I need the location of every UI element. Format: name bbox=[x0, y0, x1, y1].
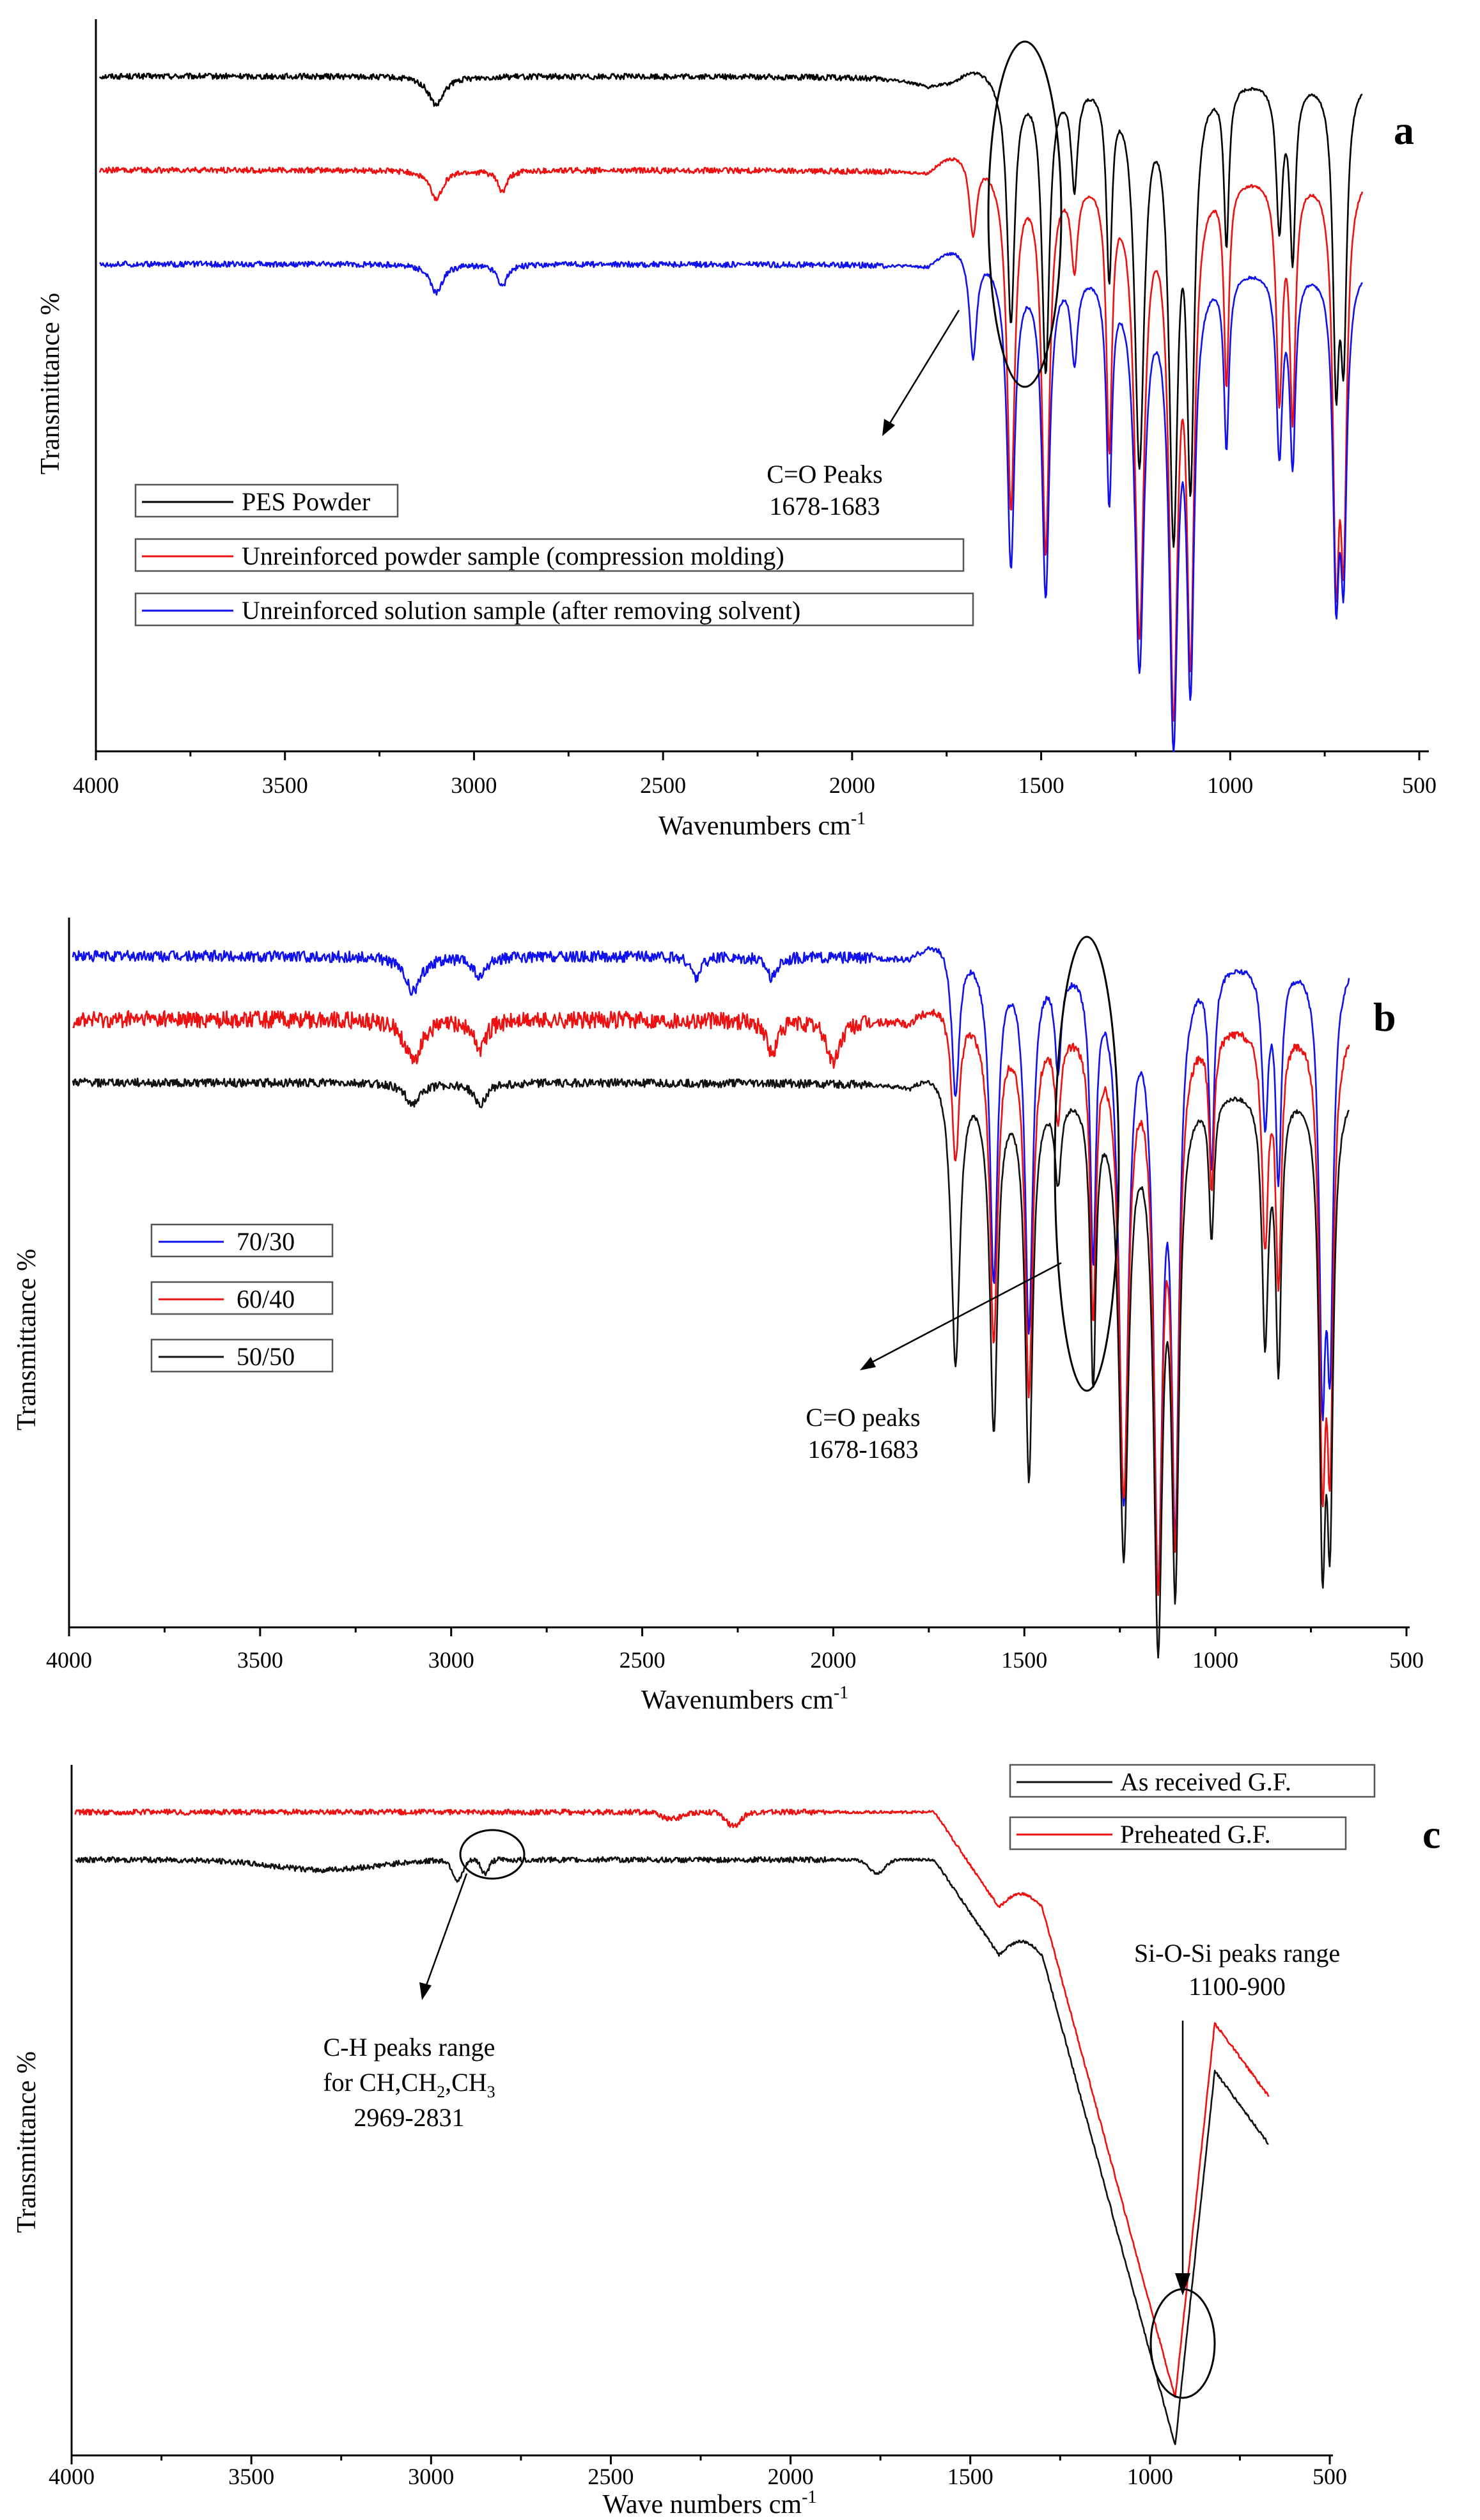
panel-c-legend-item-2-label: Preheated G.F. bbox=[1120, 1820, 1271, 1849]
panel-b-x-tick-label: 3000 bbox=[428, 1647, 474, 1673]
panel-b-legend-item-3-label: 50/50 bbox=[237, 1342, 295, 1371]
panel-a-legend-item-3-box bbox=[134, 592, 974, 627]
panel-c-x-tick-label: 500 bbox=[1313, 2464, 1347, 2489]
panel-b-co-arrow bbox=[866, 1262, 1062, 1366]
panel-c-si-range: 1100-900 bbox=[1188, 1972, 1286, 2001]
panel-a-x-tick-label: 3000 bbox=[451, 772, 497, 798]
panel-b-x-title: Wavenumbers cm-1 bbox=[641, 1683, 848, 1715]
panel-a-x-tick-label: 500 bbox=[1402, 772, 1437, 798]
panel-b-x-tick-label: 1000 bbox=[1192, 1647, 1238, 1673]
panel-a-legend-item-2-label: Unreinforced powder sample (compression … bbox=[242, 542, 784, 570]
panel-b-y-title: Transmittance % bbox=[12, 1249, 42, 1430]
panel-a-co-arrow bbox=[887, 309, 960, 426]
panel-b-series-line-2 bbox=[72, 1008, 1350, 1597]
panel-c-series-line-1 bbox=[75, 1856, 1269, 2445]
panel-b-x-tick-label: 2500 bbox=[619, 1647, 666, 1673]
panel-a-x-tick-label: 1000 bbox=[1207, 772, 1253, 798]
panel-b-series bbox=[72, 946, 1350, 1659]
panel-a-series bbox=[98, 71, 1364, 753]
panel-a-x-tick-label: 4000 bbox=[73, 772, 119, 798]
panel-c-y-title: Transmittance % bbox=[12, 2051, 42, 2233]
panel-a-x-tick-label: 3500 bbox=[262, 772, 308, 798]
panel-c-series bbox=[74, 1808, 1270, 2445]
panel-c-legend-item-2-box bbox=[1009, 1816, 1347, 1851]
panel-a-x-tick-label: 1500 bbox=[1018, 772, 1064, 798]
panel-b-series-line-3 bbox=[72, 1077, 1350, 1659]
panel-a-legend-item-1-label: PES Powder bbox=[242, 487, 370, 516]
panel-a-x-title: Wavenumbers cm-1 bbox=[658, 809, 866, 841]
panel-c-x-tick-label: 2000 bbox=[768, 2464, 814, 2489]
panel-b-x-tick-label: 4000 bbox=[46, 1647, 92, 1673]
panel-b-co-ellipse bbox=[1054, 935, 1120, 1392]
panel-a-legend: PES Powder Unreinforced powder sample (c… bbox=[134, 483, 974, 627]
panel-b-legend-item-3-box bbox=[150, 1338, 334, 1373]
panel-c-legend-item-1-box bbox=[1009, 1764, 1376, 1798]
panel-c-x-tick-label: 3000 bbox=[408, 2464, 454, 2489]
panel-a-legend-item-1-box bbox=[134, 483, 399, 518]
panel-c-x-tick-label: 2500 bbox=[588, 2464, 634, 2489]
panel-b-legend-item-2-box bbox=[150, 1281, 334, 1315]
panel-b-x-tick-label: 500 bbox=[1389, 1647, 1424, 1673]
panel-b-x-tick-label: 3500 bbox=[237, 1647, 283, 1673]
panel-c-x-tick-label: 4000 bbox=[49, 2464, 95, 2489]
panel-b-co-arrowhead bbox=[860, 1357, 876, 1370]
panel-c-x-tick-label: 1000 bbox=[1127, 2464, 1173, 2489]
panel-c-x-tick-label: 1500 bbox=[947, 2464, 993, 2489]
panel-c-ch-arrow bbox=[424, 1873, 468, 1989]
panel-a: 4000 3500 3000 2500 2000 1500 1000 500 Transmit… bbox=[36, 19, 1437, 841]
panel-c-ch-ellipse bbox=[459, 1829, 526, 1880]
panel-b-x-tick-label: 1500 bbox=[1001, 1647, 1047, 1673]
panel-c-series-line-2 bbox=[74, 1808, 1270, 2398]
panel-b-x-ticks: 4000 3500 3000 2500 2000 1500 1000 500 bbox=[46, 1627, 1424, 1673]
panel-b-legend-item-1-label: 70/30 bbox=[237, 1227, 295, 1256]
panel-b-legend: 70/30 60/40 50/50 bbox=[150, 1223, 334, 1373]
panel-a-co-label: C=O Peaks bbox=[767, 460, 882, 489]
panel-c-x-ticks: 4000 3500 3000 2500 2000 1500 1000 500 bbox=[49, 2455, 1347, 2489]
panel-a-x-tick-label: 2500 bbox=[640, 772, 686, 798]
panel-a-series-line-1 bbox=[98, 71, 1363, 548]
panel-b-legend-item-1-box bbox=[150, 1223, 334, 1258]
panel-c-x-title: Wave numbers cm-1 bbox=[603, 2487, 817, 2519]
panel-b-co-label: C=O peaks bbox=[806, 1403, 920, 1432]
panel-b-x-tick-label: 2000 bbox=[810, 1647, 856, 1673]
panel-c-si-ellipse bbox=[1149, 2288, 1216, 2399]
panel-b-label: b bbox=[1373, 994, 1396, 1040]
panel-b: 4000 3500 3000 2500 2000 1500 1000 500 Transmit… bbox=[12, 918, 1424, 1715]
panel-a-x-tick-label: 2000 bbox=[829, 772, 875, 798]
panel-c: 4000 3500 3000 2500 2000 1500 1000 500 Transmit… bbox=[12, 1764, 1440, 2519]
panel-a-co-range: 1678-1683 bbox=[769, 492, 880, 520]
panel-c-ch-arrowhead bbox=[419, 1982, 432, 2000]
panel-a-co-arrowhead bbox=[882, 419, 895, 436]
panel-b-series-line-1 bbox=[72, 946, 1350, 1593]
panel-c-si-label: Si-O-Si peaks range bbox=[1134, 1939, 1340, 1968]
panel-c-legend: As received G.F. Preheated G.F. bbox=[1009, 1764, 1376, 1851]
panel-a-legend-item-3-label: Unreinforced solution sample (after remo… bbox=[242, 596, 800, 625]
panel-a-series-line-3 bbox=[99, 252, 1364, 753]
panel-a-y-title: Transmittance % bbox=[36, 293, 65, 474]
panel-b-legend-item-2-label: 60/40 bbox=[237, 1285, 295, 1313]
panel-c-legend-item-1-label: As received G.F. bbox=[1120, 1767, 1291, 1796]
panel-a-series-line-2 bbox=[98, 157, 1364, 722]
panel-a-co-ellipse bbox=[987, 40, 1063, 388]
panel-b-co-range: 1678-1683 bbox=[807, 1435, 918, 1464]
panel-c-ch-label: C-H peaks range bbox=[323, 2033, 495, 2062]
panel-c-label: c bbox=[1422, 1812, 1440, 1857]
panel-c-ch-range: 2969-2831 bbox=[354, 2103, 464, 2132]
panel-a-label: a bbox=[1394, 107, 1414, 153]
panel-c-si-arrowhead bbox=[1175, 2273, 1190, 2296]
panel-c-x-tick-label: 3500 bbox=[228, 2464, 274, 2489]
panel-a-x-ticks: 4000 3500 3000 2500 2000 1500 1000 500 bbox=[73, 751, 1437, 798]
panel-a-legend-item-2-box bbox=[134, 538, 965, 572]
panel-c-ch-groups: for CH,CH2,CH3 bbox=[323, 2068, 495, 2101]
